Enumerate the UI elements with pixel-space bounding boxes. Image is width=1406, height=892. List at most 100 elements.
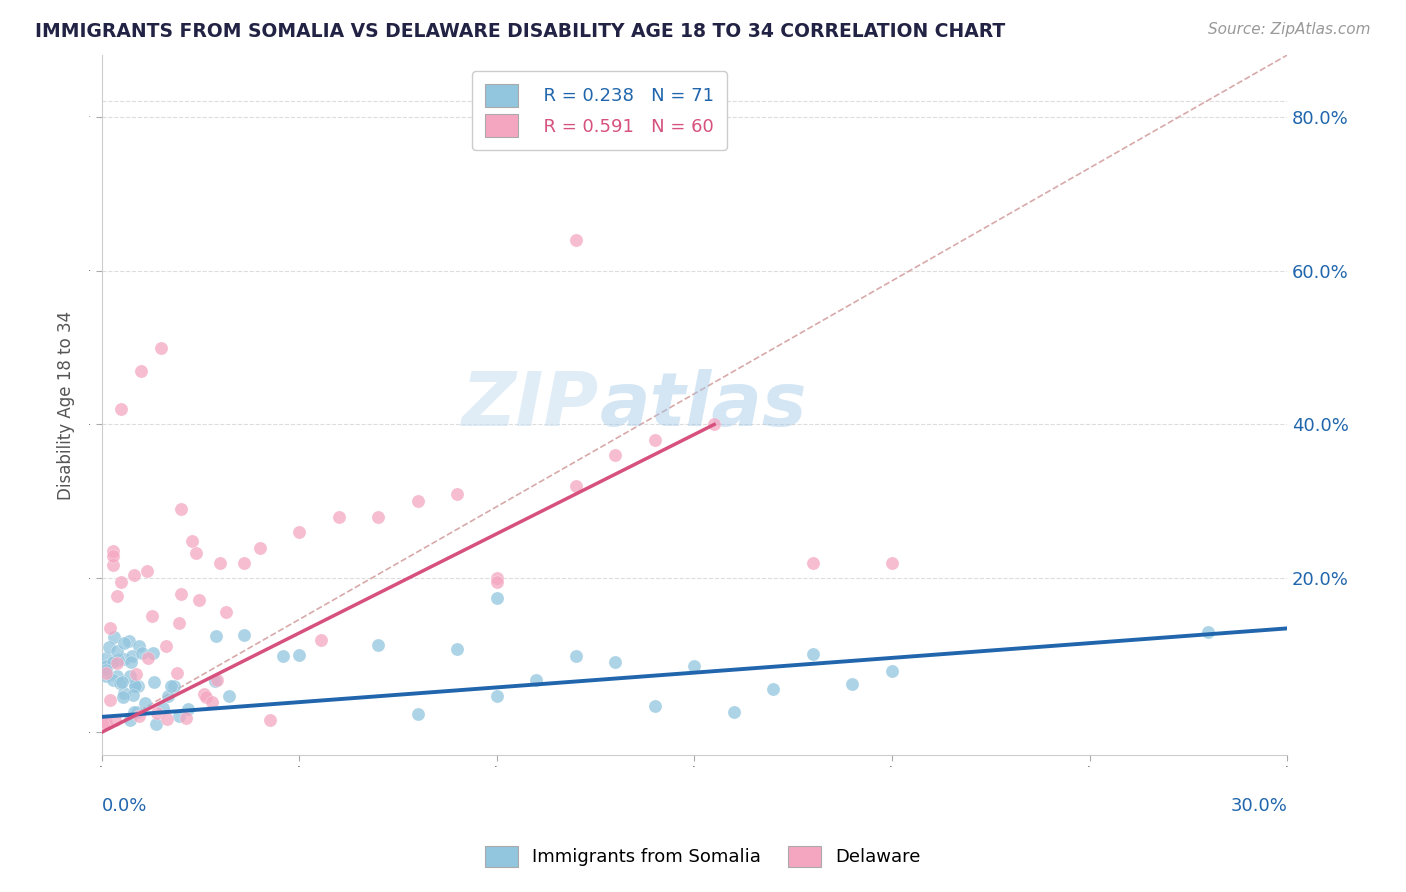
Point	[186, 546, 208, 560]
Point	[101, 655, 124, 669]
Point	[485, 591, 508, 605]
Point	[215, 605, 238, 619]
Point	[131, 646, 153, 660]
Point	[446, 642, 468, 657]
Point	[156, 689, 179, 703]
Point	[204, 673, 226, 688]
Point	[104, 713, 127, 727]
Point	[166, 666, 188, 681]
Point	[127, 679, 149, 693]
Text: IMMIGRANTS FROM SOMALIA VS DELAWARE DISABILITY AGE 18 TO 34 CORRELATION CHART: IMMIGRANTS FROM SOMALIA VS DELAWARE DISA…	[35, 22, 1005, 41]
Point	[112, 686, 135, 700]
Point	[683, 659, 706, 673]
Point	[485, 689, 508, 703]
Point	[98, 621, 121, 635]
Point	[209, 556, 232, 570]
Point	[97, 640, 120, 654]
Point	[94, 659, 117, 673]
Point	[762, 682, 785, 697]
Point	[565, 648, 588, 663]
Text: Source: ZipAtlas.com: Source: ZipAtlas.com	[1208, 22, 1371, 37]
Point	[110, 402, 132, 417]
Point	[135, 564, 157, 578]
Point	[120, 713, 142, 727]
Point	[195, 690, 218, 704]
Point	[124, 679, 146, 693]
Y-axis label: Disability Age 18 to 34: Disability Age 18 to 34	[58, 310, 75, 500]
Point	[155, 712, 177, 726]
Point	[101, 549, 124, 564]
Point	[176, 711, 198, 725]
Point	[271, 649, 294, 664]
Point	[94, 715, 117, 730]
Point	[120, 669, 142, 683]
Point	[446, 487, 468, 501]
Point	[141, 608, 163, 623]
Point	[193, 687, 215, 701]
Point	[129, 363, 152, 377]
Point	[160, 679, 183, 693]
Point	[259, 713, 281, 727]
Point	[152, 701, 174, 715]
Point	[103, 630, 125, 644]
Point	[105, 644, 128, 658]
Text: atlas: atlas	[599, 368, 807, 442]
Point	[110, 575, 132, 590]
Point	[309, 632, 332, 647]
Point	[120, 655, 142, 669]
Point	[485, 575, 508, 590]
Point	[181, 534, 204, 549]
Point	[128, 639, 150, 653]
Point	[125, 667, 148, 681]
Point	[201, 695, 224, 709]
Point	[105, 669, 128, 683]
Point	[644, 433, 666, 447]
Point	[94, 663, 117, 677]
Point	[801, 556, 824, 570]
Point	[101, 544, 124, 558]
Point	[723, 705, 745, 719]
Point	[841, 677, 863, 691]
Point	[111, 675, 134, 690]
Point	[155, 639, 177, 653]
Point	[328, 509, 350, 524]
Point	[121, 649, 143, 664]
Point	[124, 678, 146, 692]
Point	[101, 558, 124, 572]
Point	[122, 568, 145, 582]
Point	[288, 648, 311, 663]
Point	[232, 628, 254, 642]
Point	[150, 341, 173, 355]
Point	[101, 673, 124, 687]
Point	[1197, 625, 1219, 640]
Point	[98, 692, 121, 706]
Point	[205, 673, 228, 687]
Point	[406, 494, 429, 508]
Point	[134, 696, 156, 710]
Point	[249, 541, 271, 555]
Point	[136, 650, 159, 665]
Point	[188, 593, 211, 607]
Point	[114, 652, 136, 666]
Point	[801, 648, 824, 662]
Point	[128, 709, 150, 723]
Point	[143, 674, 166, 689]
Point	[565, 233, 588, 247]
Point	[644, 698, 666, 713]
Point	[177, 702, 200, 716]
Point	[703, 417, 725, 432]
Text: 30.0%: 30.0%	[1230, 797, 1286, 815]
Legend: Immigrants from Somalia, Delaware: Immigrants from Somalia, Delaware	[478, 838, 928, 874]
Point	[288, 525, 311, 540]
Point	[218, 689, 240, 703]
Point	[105, 657, 128, 671]
Legend:   R = 0.238   N = 71,   R = 0.591   N = 60: R = 0.238 N = 71, R = 0.591 N = 60	[472, 71, 727, 150]
Point	[125, 706, 148, 720]
Point	[880, 664, 903, 678]
Point	[605, 448, 627, 462]
Point	[162, 680, 184, 694]
Point	[105, 589, 128, 603]
Point	[880, 556, 903, 570]
Point	[112, 635, 135, 649]
Point	[94, 716, 117, 731]
